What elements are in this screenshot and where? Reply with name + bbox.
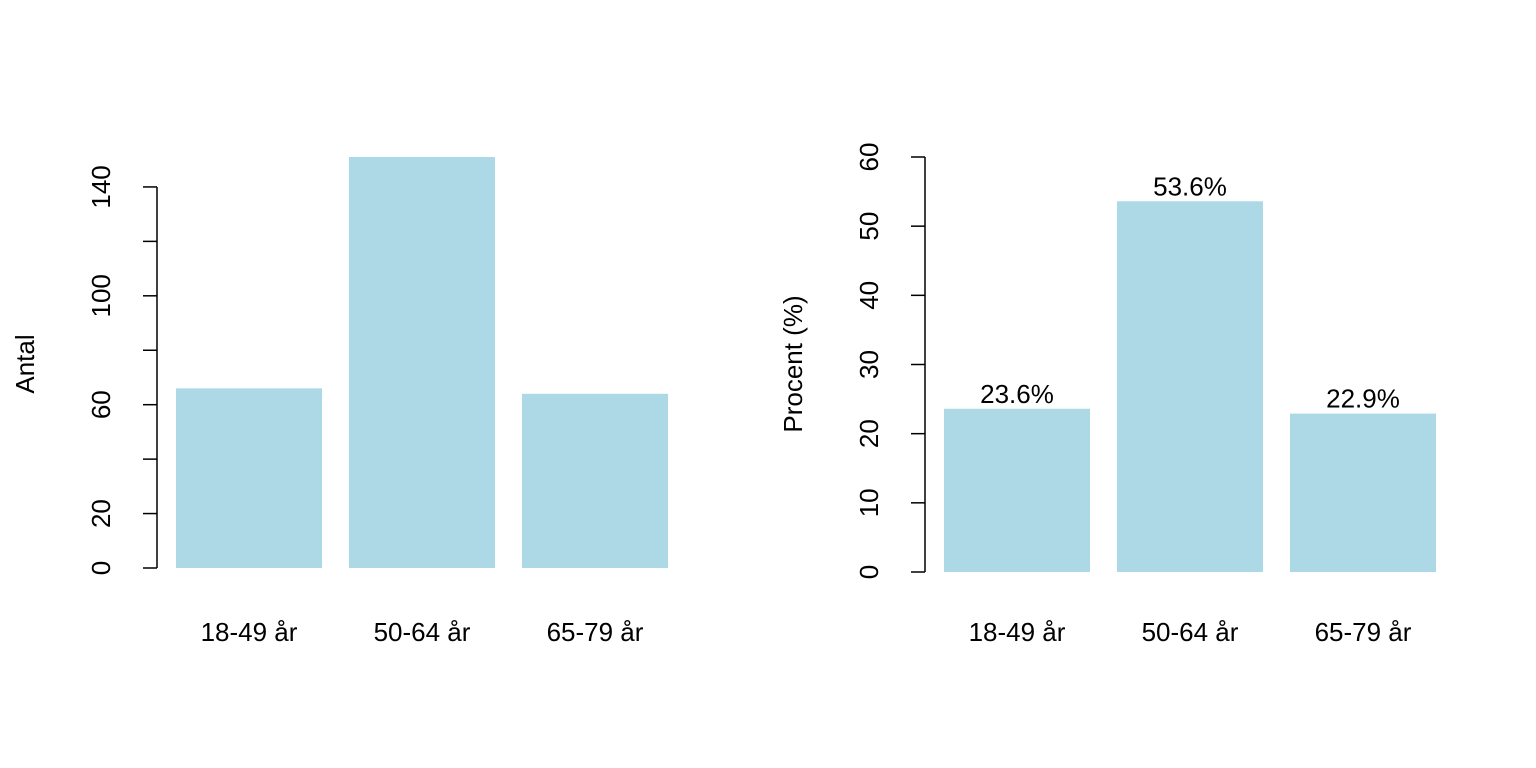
count-bar-chart: 18-49 år 50-64 år 65-79 år 0 20 60 100 140 Antal bbox=[10, 157, 668, 647]
y-tick-label: 20 bbox=[854, 419, 884, 448]
y-tick-label: 100 bbox=[86, 274, 116, 317]
y-tick-label: 10 bbox=[854, 488, 884, 517]
category-label: 50-64 år bbox=[1142, 617, 1239, 647]
y-tick-label: 50 bbox=[854, 212, 884, 241]
data-label: 53.6% bbox=[1153, 171, 1227, 201]
y-axis-title: Procent (%) bbox=[778, 295, 808, 432]
data-label: 23.6% bbox=[980, 379, 1054, 409]
bar-1 bbox=[944, 408, 1090, 572]
data-label: 22.9% bbox=[1326, 384, 1400, 414]
y-axis-title: Antal bbox=[10, 334, 40, 393]
category-label: 18-49 år bbox=[201, 617, 298, 647]
bar-2 bbox=[349, 157, 495, 568]
bar-3 bbox=[522, 393, 668, 568]
y-tick-label: 0 bbox=[86, 561, 116, 575]
bar-1 bbox=[176, 388, 322, 568]
y-tick-label: 40 bbox=[854, 281, 884, 310]
y-tick-label: 20 bbox=[86, 499, 116, 528]
y-tick-label: 0 bbox=[854, 565, 884, 579]
percent-bar-chart: 18-49 år 23.6% 50-64 år 53.6% 65-79 år 22.9% 0… bbox=[778, 143, 1436, 647]
y-tick-label: 140 bbox=[86, 165, 116, 208]
y-tick-label: 60 bbox=[854, 143, 884, 172]
bar-2 bbox=[1117, 201, 1263, 572]
y-tick-label: 30 bbox=[854, 350, 884, 379]
category-label: 65-79 år bbox=[1315, 617, 1412, 647]
category-label: 65-79 år bbox=[547, 617, 644, 647]
category-label: 18-49 år bbox=[969, 617, 1066, 647]
category-label: 50-64 år bbox=[374, 617, 471, 647]
y-tick-label: 60 bbox=[86, 390, 116, 419]
bar-3 bbox=[1290, 413, 1436, 572]
